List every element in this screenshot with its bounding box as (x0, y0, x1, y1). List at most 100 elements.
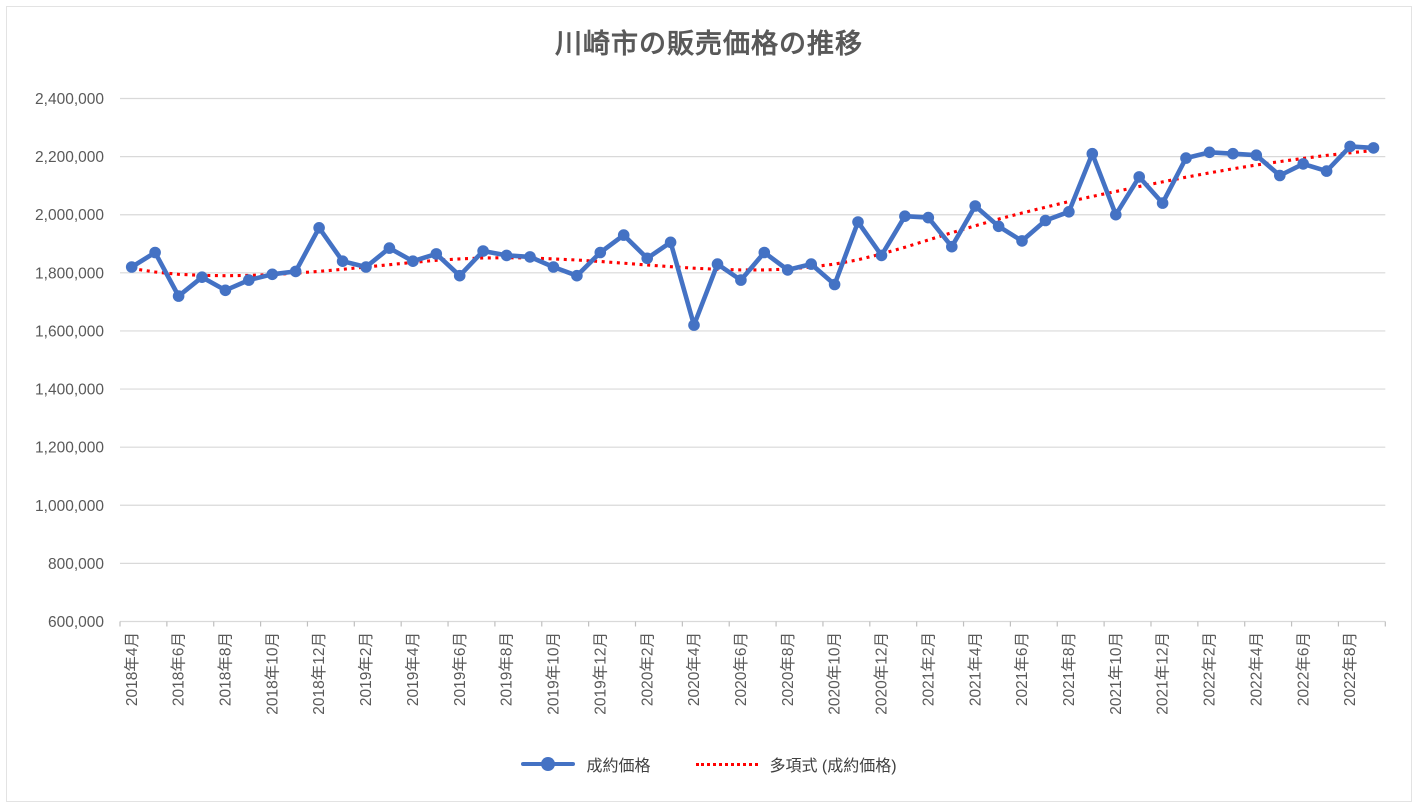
y-axis-tick-label: 2,400,000 (35, 91, 104, 108)
x-axis-tick-label: 2020年12月 (873, 632, 891, 715)
x-axis-tick-label: 2018年8月 (217, 632, 235, 706)
data-point-marker (641, 252, 653, 265)
data-point-marker (735, 274, 747, 286)
legend-item-trendline: 多項式 (成約価格) (696, 752, 897, 776)
data-point-marker (1203, 146, 1216, 159)
legend-line-marker-swatch (521, 757, 576, 771)
data-point-marker (1344, 140, 1356, 153)
data-point-marker (617, 229, 630, 241)
data-point-marker (524, 251, 536, 263)
y-axis-tick-label: 1,400,000 (35, 382, 104, 399)
chart-title: 川崎市の販売価格の推移 (555, 29, 863, 59)
legend-dotted-swatch (696, 762, 759, 766)
data-point-marker (1086, 147, 1099, 160)
data-point-marker (571, 269, 583, 282)
data-point-marker (1227, 147, 1239, 160)
x-axis-tick-label: 2020年2月 (638, 632, 656, 706)
data-point-marker (758, 246, 771, 259)
data-point-marker (1274, 169, 1286, 182)
x-axis-tick-label: 2018年10月 (263, 632, 281, 715)
data-point-marker (1180, 152, 1192, 164)
y-axis-tick-label: 2,200,000 (35, 149, 104, 166)
data-point-marker (172, 290, 185, 302)
data-point-marker (899, 210, 911, 222)
x-axis-tick-label: 2019年4月 (404, 632, 422, 706)
y-axis-tick-label: 800,000 (48, 556, 104, 573)
x-axis-tick-label: 2022年2月 (1201, 632, 1219, 706)
data-point-marker (243, 274, 255, 286)
data-point-marker (453, 269, 466, 282)
data-point-marker (1133, 171, 1145, 183)
data-point-marker (266, 268, 279, 281)
data-point-marker (688, 319, 700, 331)
data-point-marker (219, 284, 232, 297)
data-point-marker (149, 246, 161, 259)
data-point-marker (336, 255, 349, 267)
x-axis-tick-label: 2020年10月 (826, 632, 844, 715)
x-axis-tick-label: 2020年8月 (779, 632, 797, 706)
data-point-marker (1297, 158, 1309, 170)
data-point-marker (828, 278, 841, 291)
x-axis-tick-label: 2020年4月 (685, 632, 703, 706)
x-axis-tick-label: 2021年6月 (1013, 632, 1031, 706)
data-point-marker (1039, 214, 1052, 227)
data-point-marker (1320, 165, 1333, 177)
data-point-marker (500, 249, 513, 262)
x-axis-tick-label: 2018年4月 (123, 632, 141, 706)
data-point-marker (125, 261, 138, 273)
series-line-contract-price (129, 144, 1376, 328)
data-point-marker (711, 258, 724, 270)
data-point-marker (875, 249, 888, 262)
data-point-marker (547, 261, 560, 273)
data-point-marker (313, 222, 325, 234)
x-axis-tick-label: 2019年10月 (545, 632, 563, 715)
data-point-marker (1367, 142, 1380, 154)
data-point-marker (196, 271, 208, 284)
x-axis-tick-label: 2021年8月 (1060, 632, 1078, 706)
data-point-marker (852, 216, 864, 228)
x-axis-tick-label: 2021年12月 (1154, 632, 1172, 715)
x-axis-tick-label: 2018年12月 (310, 632, 328, 715)
x-axis-tick-label: 2021年10月 (1107, 632, 1125, 715)
data-point-marker (289, 265, 302, 278)
x-axis-tick-label: 2022年8月 (1341, 632, 1359, 706)
x-axis-tick-label: 2020年6月 (732, 632, 750, 706)
trendline-polynomial (131, 148, 1374, 278)
legend-marker-dot-icon (541, 757, 556, 771)
data-point-marker (805, 258, 817, 270)
legend-label-series: 成約価格 (586, 758, 651, 775)
y-axis-tick-label: 1,000,000 (35, 498, 104, 515)
data-point-marker (1016, 235, 1028, 247)
x-axis-tick-label: 2022年4月 (1247, 632, 1265, 706)
x-axis-tick-label: 2019年2月 (357, 632, 375, 706)
y-axis-tick-label: 1,200,000 (35, 440, 104, 457)
x-axis-tick-label: 2018年6月 (170, 632, 188, 706)
x-axis-tick-label: 2022年6月 (1294, 632, 1312, 706)
y-axis-tick-label: 600,000 (48, 614, 104, 631)
y-axis-tick-label: 1,600,000 (35, 323, 104, 340)
y-axis-tick-label: 2,000,000 (35, 207, 104, 224)
x-axis-tick-label: 2021年2月 (919, 632, 937, 706)
data-point-marker (383, 242, 396, 254)
data-point-marker (407, 255, 419, 267)
data-point-marker (1063, 206, 1075, 218)
data-point-marker (594, 246, 607, 259)
data-point-marker (781, 264, 794, 276)
x-axis-tick-label: 2019年8月 (498, 632, 516, 706)
data-point-marker (1156, 197, 1169, 209)
data-point-marker (922, 211, 935, 224)
data-point-marker (992, 220, 1005, 233)
data-point-marker (477, 245, 489, 257)
x-axis-tick-label: 2019年6月 (451, 632, 469, 706)
data-point-marker (946, 240, 958, 253)
x-axis-tick-label: 2019年12月 (591, 632, 609, 715)
legend-label-trendline: 多項式 (成約価格) (769, 758, 897, 775)
y-axis-tick-label: 1,800,000 (35, 265, 104, 282)
x-axis-tick-label: 2021年4月 (966, 632, 984, 706)
data-point-marker (430, 248, 443, 260)
legend: 成約価格 多項式 (成約価格) (0, 752, 1418, 776)
data-point-marker (969, 200, 981, 212)
legend-item-series: 成約価格 (521, 752, 650, 776)
